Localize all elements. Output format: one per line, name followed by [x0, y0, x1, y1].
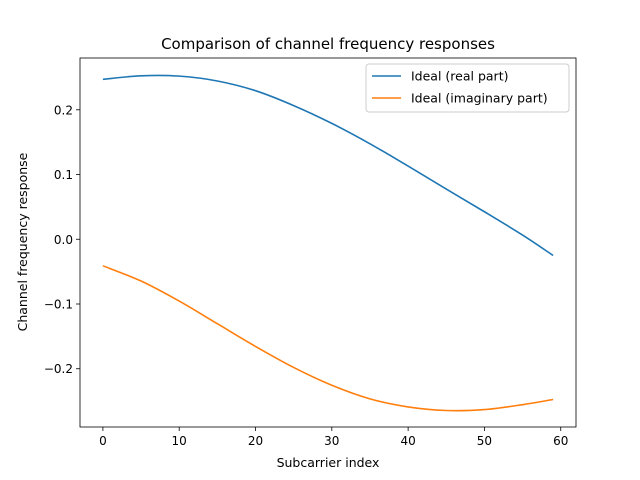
x-tick-label: 40: [400, 434, 415, 448]
legend-label-imaginary: Ideal (imaginary part): [411, 91, 548, 106]
x-tick-label: 60: [553, 434, 568, 448]
y-axis-label: Channel frequency response: [15, 152, 30, 331]
x-tick-label: 0: [99, 434, 107, 448]
plot-frame: [79, 57, 577, 428]
y-tick-label: 0.2: [54, 103, 73, 117]
series-line-imaginary: [102, 265, 554, 412]
y-axis: −0.2 −0.1 0.0 0.1 0.2: [44, 103, 80, 376]
y-tick-label: −0.1: [44, 298, 73, 312]
x-tick-label: 20: [248, 434, 263, 448]
y-tick-label: 0.1: [54, 168, 73, 182]
series-line-real: [102, 74, 554, 257]
x-axis-label: Subcarrier index: [277, 455, 380, 470]
legend-box: [365, 63, 570, 113]
x-tick-label: 30: [324, 434, 339, 448]
legend-label-real: Ideal (real part): [411, 69, 508, 84]
y-tick-label: 0.0: [54, 233, 73, 247]
y-tick-label: −0.2: [44, 362, 73, 376]
x-tick-label: 50: [477, 434, 492, 448]
legend: Ideal (real part) Ideal (imaginary part): [365, 63, 570, 113]
chart-title: Comparison of channel frequency response…: [161, 35, 495, 53]
x-tick-label: 10: [172, 434, 187, 448]
series-layer: [102, 74, 554, 412]
x-axis: 0 10 20 30 40 50 60: [99, 427, 568, 448]
